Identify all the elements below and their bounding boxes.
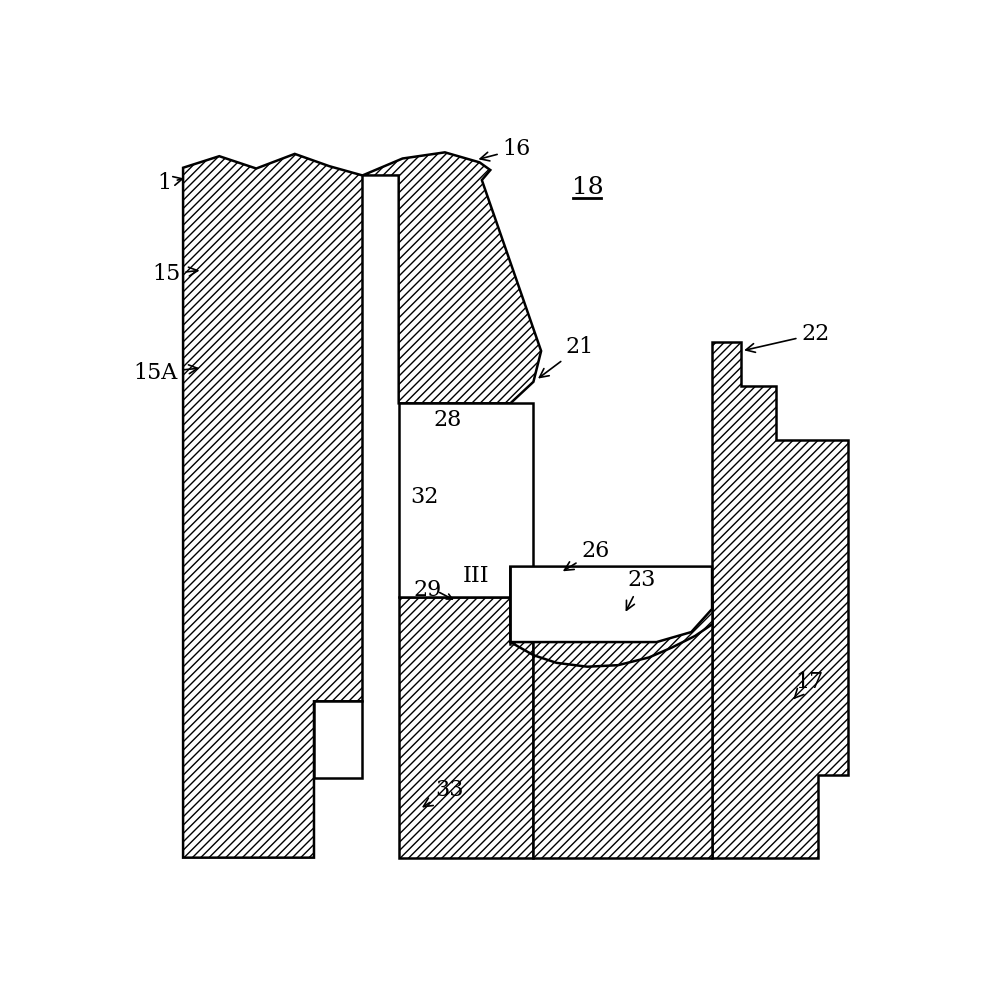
Text: 29: 29 (413, 579, 441, 601)
Text: 26: 26 (564, 540, 609, 570)
Polygon shape (399, 597, 534, 858)
Polygon shape (183, 154, 363, 858)
Text: 22: 22 (746, 323, 830, 352)
Polygon shape (510, 567, 712, 642)
Polygon shape (314, 701, 363, 778)
Text: 32: 32 (410, 486, 438, 508)
Text: 21: 21 (540, 336, 594, 377)
Text: 15: 15 (152, 263, 198, 285)
Text: 18: 18 (571, 176, 604, 199)
Polygon shape (399, 403, 534, 597)
Text: III: III (462, 565, 489, 587)
Text: 23: 23 (626, 569, 656, 610)
Text: 16: 16 (480, 138, 531, 161)
Text: 1: 1 (157, 172, 183, 194)
Polygon shape (363, 152, 541, 403)
Text: 33: 33 (424, 779, 463, 807)
Polygon shape (534, 597, 712, 858)
Polygon shape (712, 342, 847, 858)
Text: 28: 28 (434, 409, 462, 431)
Text: 15A: 15A (133, 362, 198, 384)
Text: 17: 17 (794, 671, 824, 698)
